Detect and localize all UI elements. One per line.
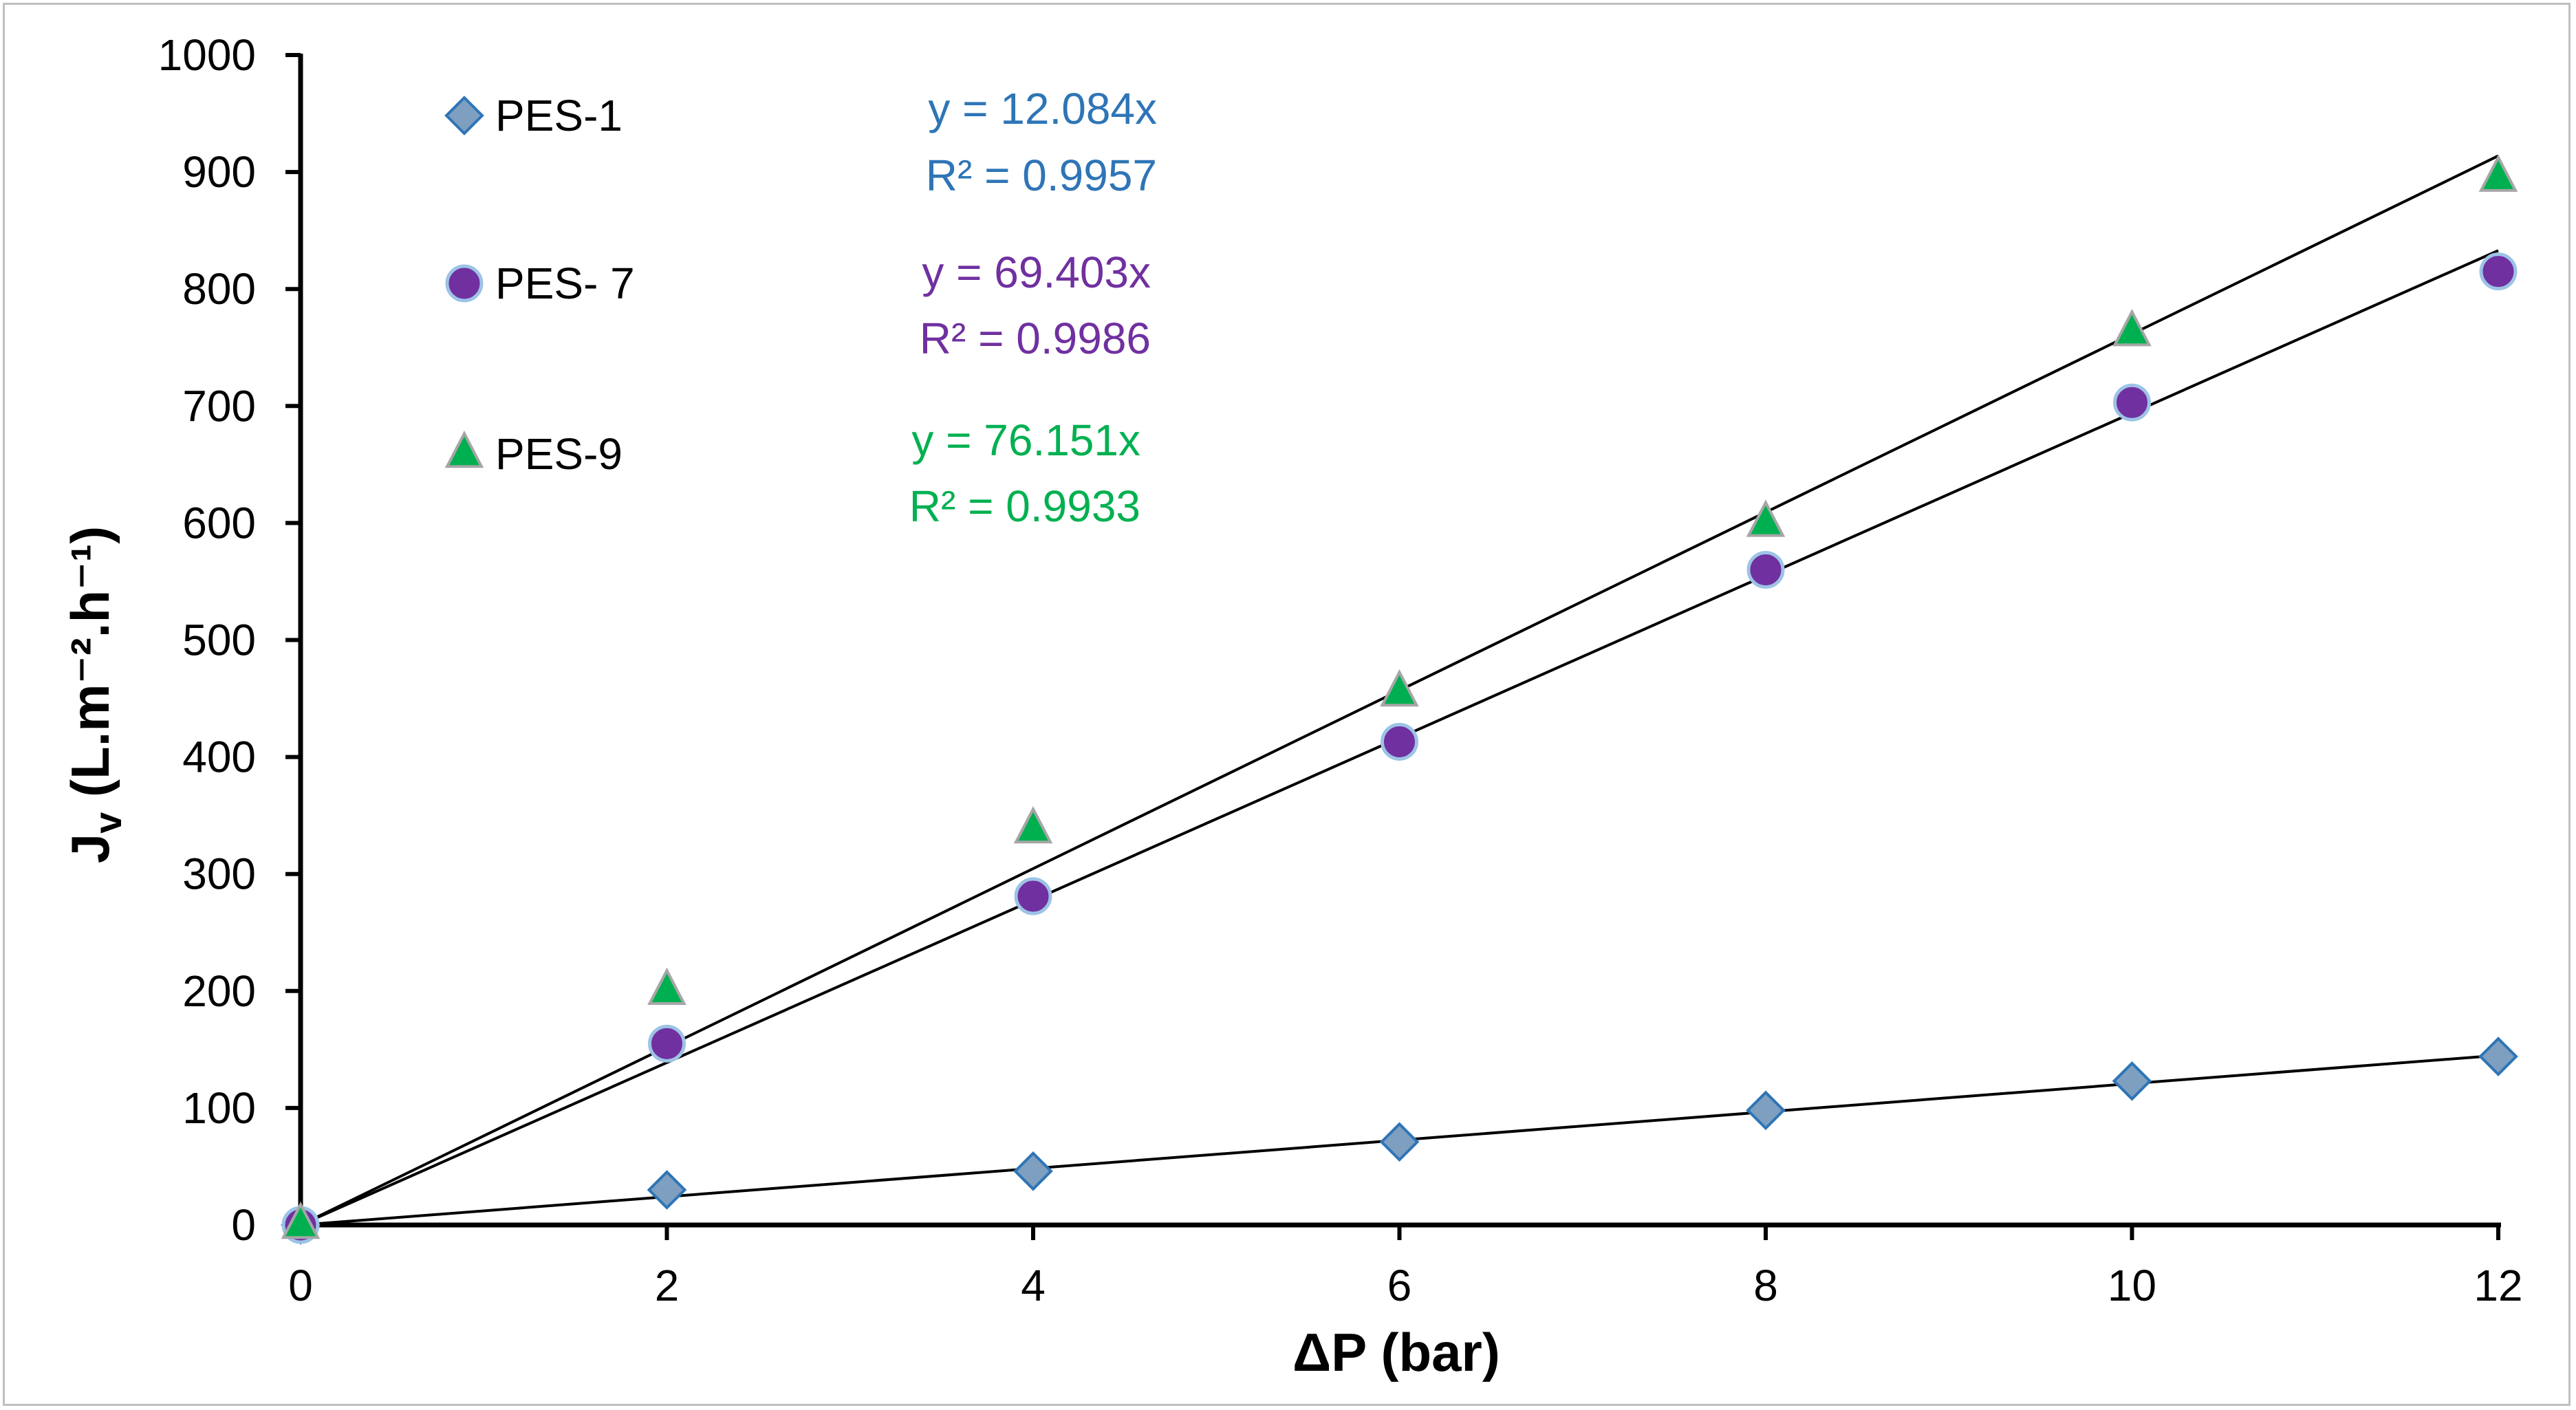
data-point-pes7 [1746, 550, 1785, 589]
y-axis-title: Jv (L.m⁻².h⁻¹) [60, 526, 129, 863]
x-tick-label: 4 [1021, 1261, 1046, 1310]
x-tick-label: 10 [2108, 1261, 2156, 1310]
r2-pes9: R² = 0.9933 [909, 481, 1140, 531]
data-point-pes1 [1746, 1090, 1786, 1131]
r2-pes7: R² = 0.9986 [920, 314, 1151, 363]
x-tick-label: 0 [288, 1261, 313, 1310]
data-point-pes9 [1380, 669, 1419, 707]
equation-pes7: y = 69.403x [922, 248, 1151, 297]
data-point-pes1 [1013, 1151, 1053, 1191]
equation-pes9: y = 76.151x [911, 415, 1140, 465]
y-tick-label: 900 [182, 147, 256, 197]
y-axis-title-main: J [60, 834, 120, 863]
legend-marker-pes9 [444, 430, 484, 468]
x-tick-label: 2 [655, 1261, 680, 1310]
x-tick-label: 8 [1753, 1261, 1778, 1310]
equation-pes1: y = 12.084x [928, 84, 1157, 133]
x-axis-title: ΔP (bar) [1292, 1322, 1500, 1382]
y-tick-label: 600 [182, 498, 256, 547]
legend: PES-1 PES- 7 PES-9 [444, 91, 635, 479]
legend-marker-pes7 [445, 264, 484, 303]
y-tick-label: 700 [182, 381, 256, 431]
data-point-pes9 [281, 1201, 321, 1239]
axes: 0 100 200 300 400 500 600 700 800 900 1000 0 2 4 6 8 10 1… [158, 30, 2523, 1310]
x-tick-label: 12 [2474, 1261, 2522, 1310]
data-point-pes9 [2112, 309, 2152, 347]
trendline-equations: y = 12.084x R² = 0.9957 y = 69.403x R² = 0.… [909, 84, 1157, 531]
data-point-pes9 [647, 967, 686, 1006]
x-tick-label: 6 [1387, 1261, 1412, 1310]
y-tick-label: 0 [231, 1200, 256, 1250]
legend-marker-pes1 [444, 96, 484, 135]
data-markers [281, 154, 2518, 1245]
y-tick-label: 500 [182, 616, 256, 665]
chart-frame [3, 3, 2570, 1406]
data-point-pes9 [2478, 154, 2518, 192]
data-point-pes7 [2113, 383, 2151, 422]
data-point-pes7 [2479, 252, 2518, 291]
legend-label-pes9: PES-9 [495, 429, 623, 479]
data-point-pes9 [1746, 499, 1786, 537]
y-tick-label: 800 [182, 264, 256, 314]
data-point-pes7 [1381, 722, 1418, 761]
data-point-pes1 [2478, 1037, 2518, 1076]
data-point-pes7 [648, 1024, 686, 1063]
legend-label-pes1: PES-1 [495, 91, 623, 140]
y-tick-label: 1000 [158, 30, 256, 80]
y-tick-label: 400 [182, 733, 256, 782]
y-tick-label: 200 [182, 966, 256, 1016]
legend-label-pes7: PES- 7 [495, 259, 635, 308]
data-point-pes9 [1013, 805, 1053, 844]
data-point-pes1 [2112, 1061, 2152, 1101]
r2-pes1: R² = 0.9957 [926, 151, 1157, 200]
y-axis-title-sub: v [86, 812, 129, 834]
data-point-pes7 [1014, 877, 1052, 915]
data-point-pes1 [1379, 1122, 1420, 1162]
y-axis-title-rest: (L.m⁻².h⁻¹) [60, 526, 120, 812]
y-tick-label: 100 [182, 1083, 256, 1133]
y-tick-label: 300 [182, 849, 256, 899]
data-point-pes1 [647, 1170, 687, 1210]
